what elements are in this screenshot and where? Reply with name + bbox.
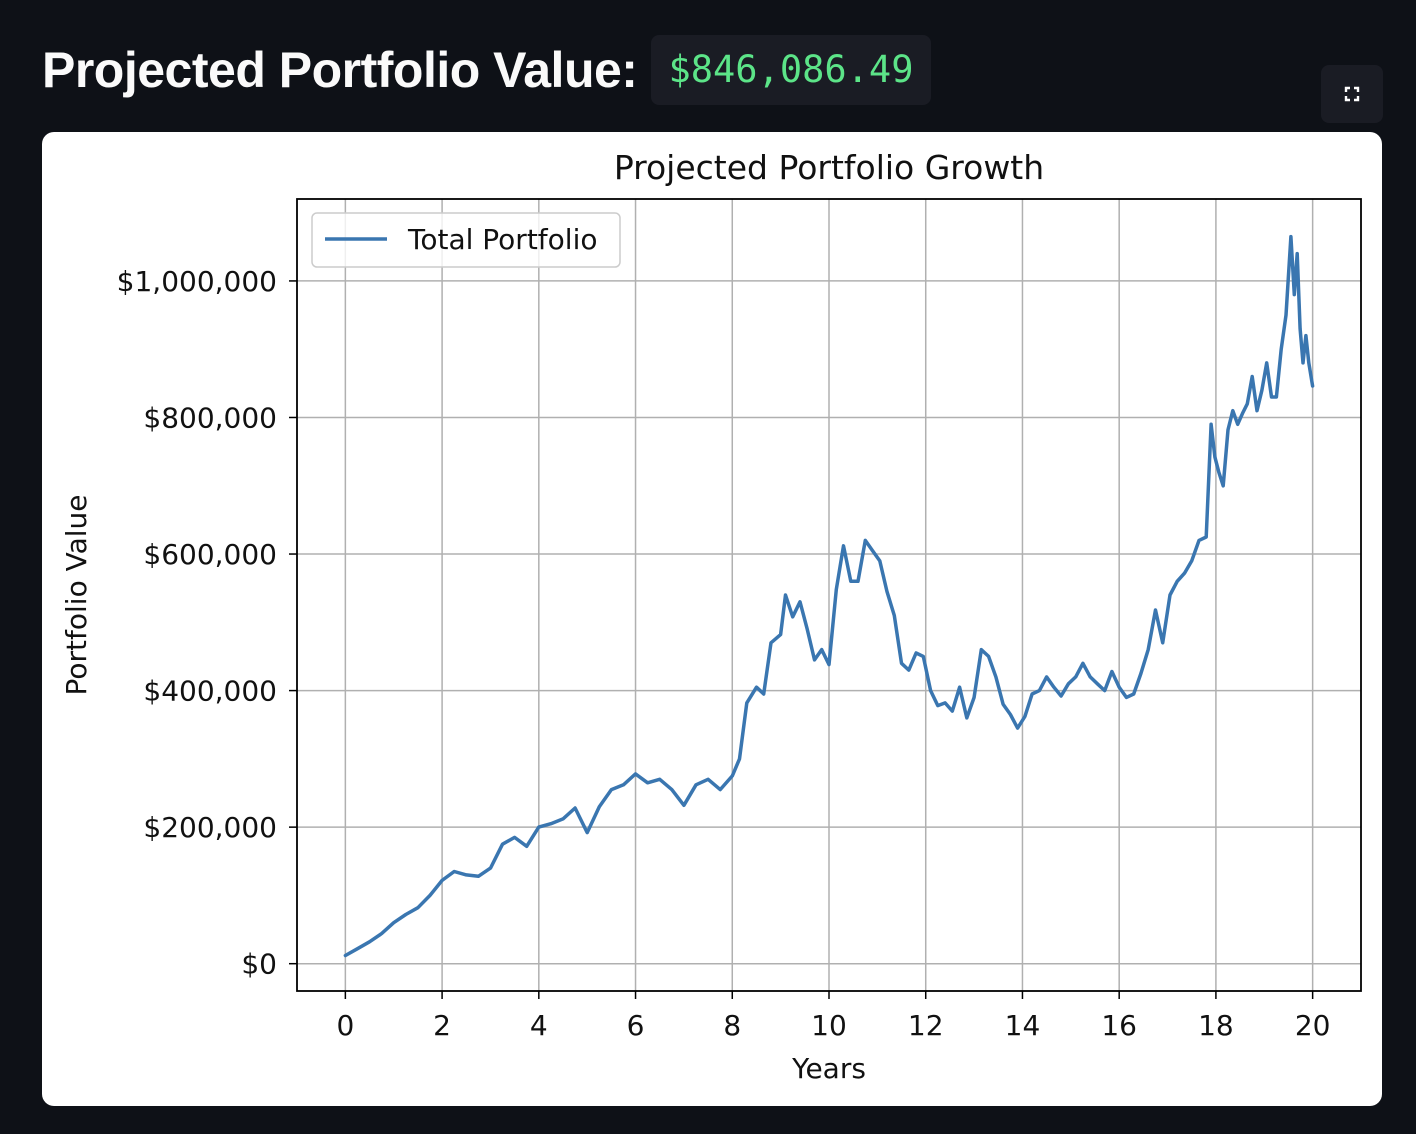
result-header: Projected Portfolio Value: $846,086.49	[42, 34, 931, 106]
y-tick-label: $600,000	[143, 538, 277, 571]
legend-box	[311, 212, 621, 268]
y-tick-label: $1,000,000	[117, 265, 277, 298]
chart-card: Projected Portfolio Growth 0 2 4 6 8 10 12 14 16…	[42, 132, 1382, 1106]
x-tick-label: 2	[433, 1009, 451, 1042]
result-value: $846,086.49	[651, 35, 931, 105]
y-tick-label: $800,000	[143, 401, 277, 434]
y-tick-label: $400,000	[143, 675, 277, 708]
x-tick-label: 10	[811, 1009, 847, 1042]
x-tick-label: 8	[723, 1009, 741, 1042]
x-axis-label: Years	[791, 1052, 866, 1085]
x-tick-label: 20	[1295, 1009, 1331, 1042]
axis-ticks: 0 2 4 6 8 10 12 14 16 18 20 $0 $200,000 $400,000 $600,…	[117, 265, 1331, 1042]
x-tick-label: 6	[627, 1009, 645, 1042]
x-tick-label: 16	[1101, 1009, 1137, 1042]
y-axis-label: Portfolio Value	[60, 495, 93, 696]
portfolio-chart: Projected Portfolio Growth 0 2 4 6 8 10 12 14 16…	[60, 148, 1362, 1085]
x-tick-label: 14	[1005, 1009, 1041, 1042]
result-label: Projected Portfolio Value:	[42, 42, 638, 98]
fullscreen-icon	[1344, 86, 1360, 102]
x-tick-label: 0	[336, 1009, 354, 1042]
y-tick-label: $200,000	[143, 811, 277, 844]
x-tick-label: 18	[1198, 1009, 1234, 1042]
series-layer	[343, 234, 1315, 958]
plot-frame	[296, 198, 1362, 992]
series-line-total-portfolio	[343, 234, 1315, 958]
legend-label: Total Portfolio	[407, 223, 597, 256]
legend: Total Portfolio	[311, 212, 621, 268]
fullscreen-button[interactable]	[1321, 65, 1383, 123]
x-tick-label: 12	[908, 1009, 944, 1042]
y-tick-label: $0	[241, 948, 277, 981]
x-tick-label: 4	[530, 1009, 548, 1042]
chart-title: Projected Portfolio Growth	[614, 148, 1044, 187]
grid	[297, 199, 1361, 991]
